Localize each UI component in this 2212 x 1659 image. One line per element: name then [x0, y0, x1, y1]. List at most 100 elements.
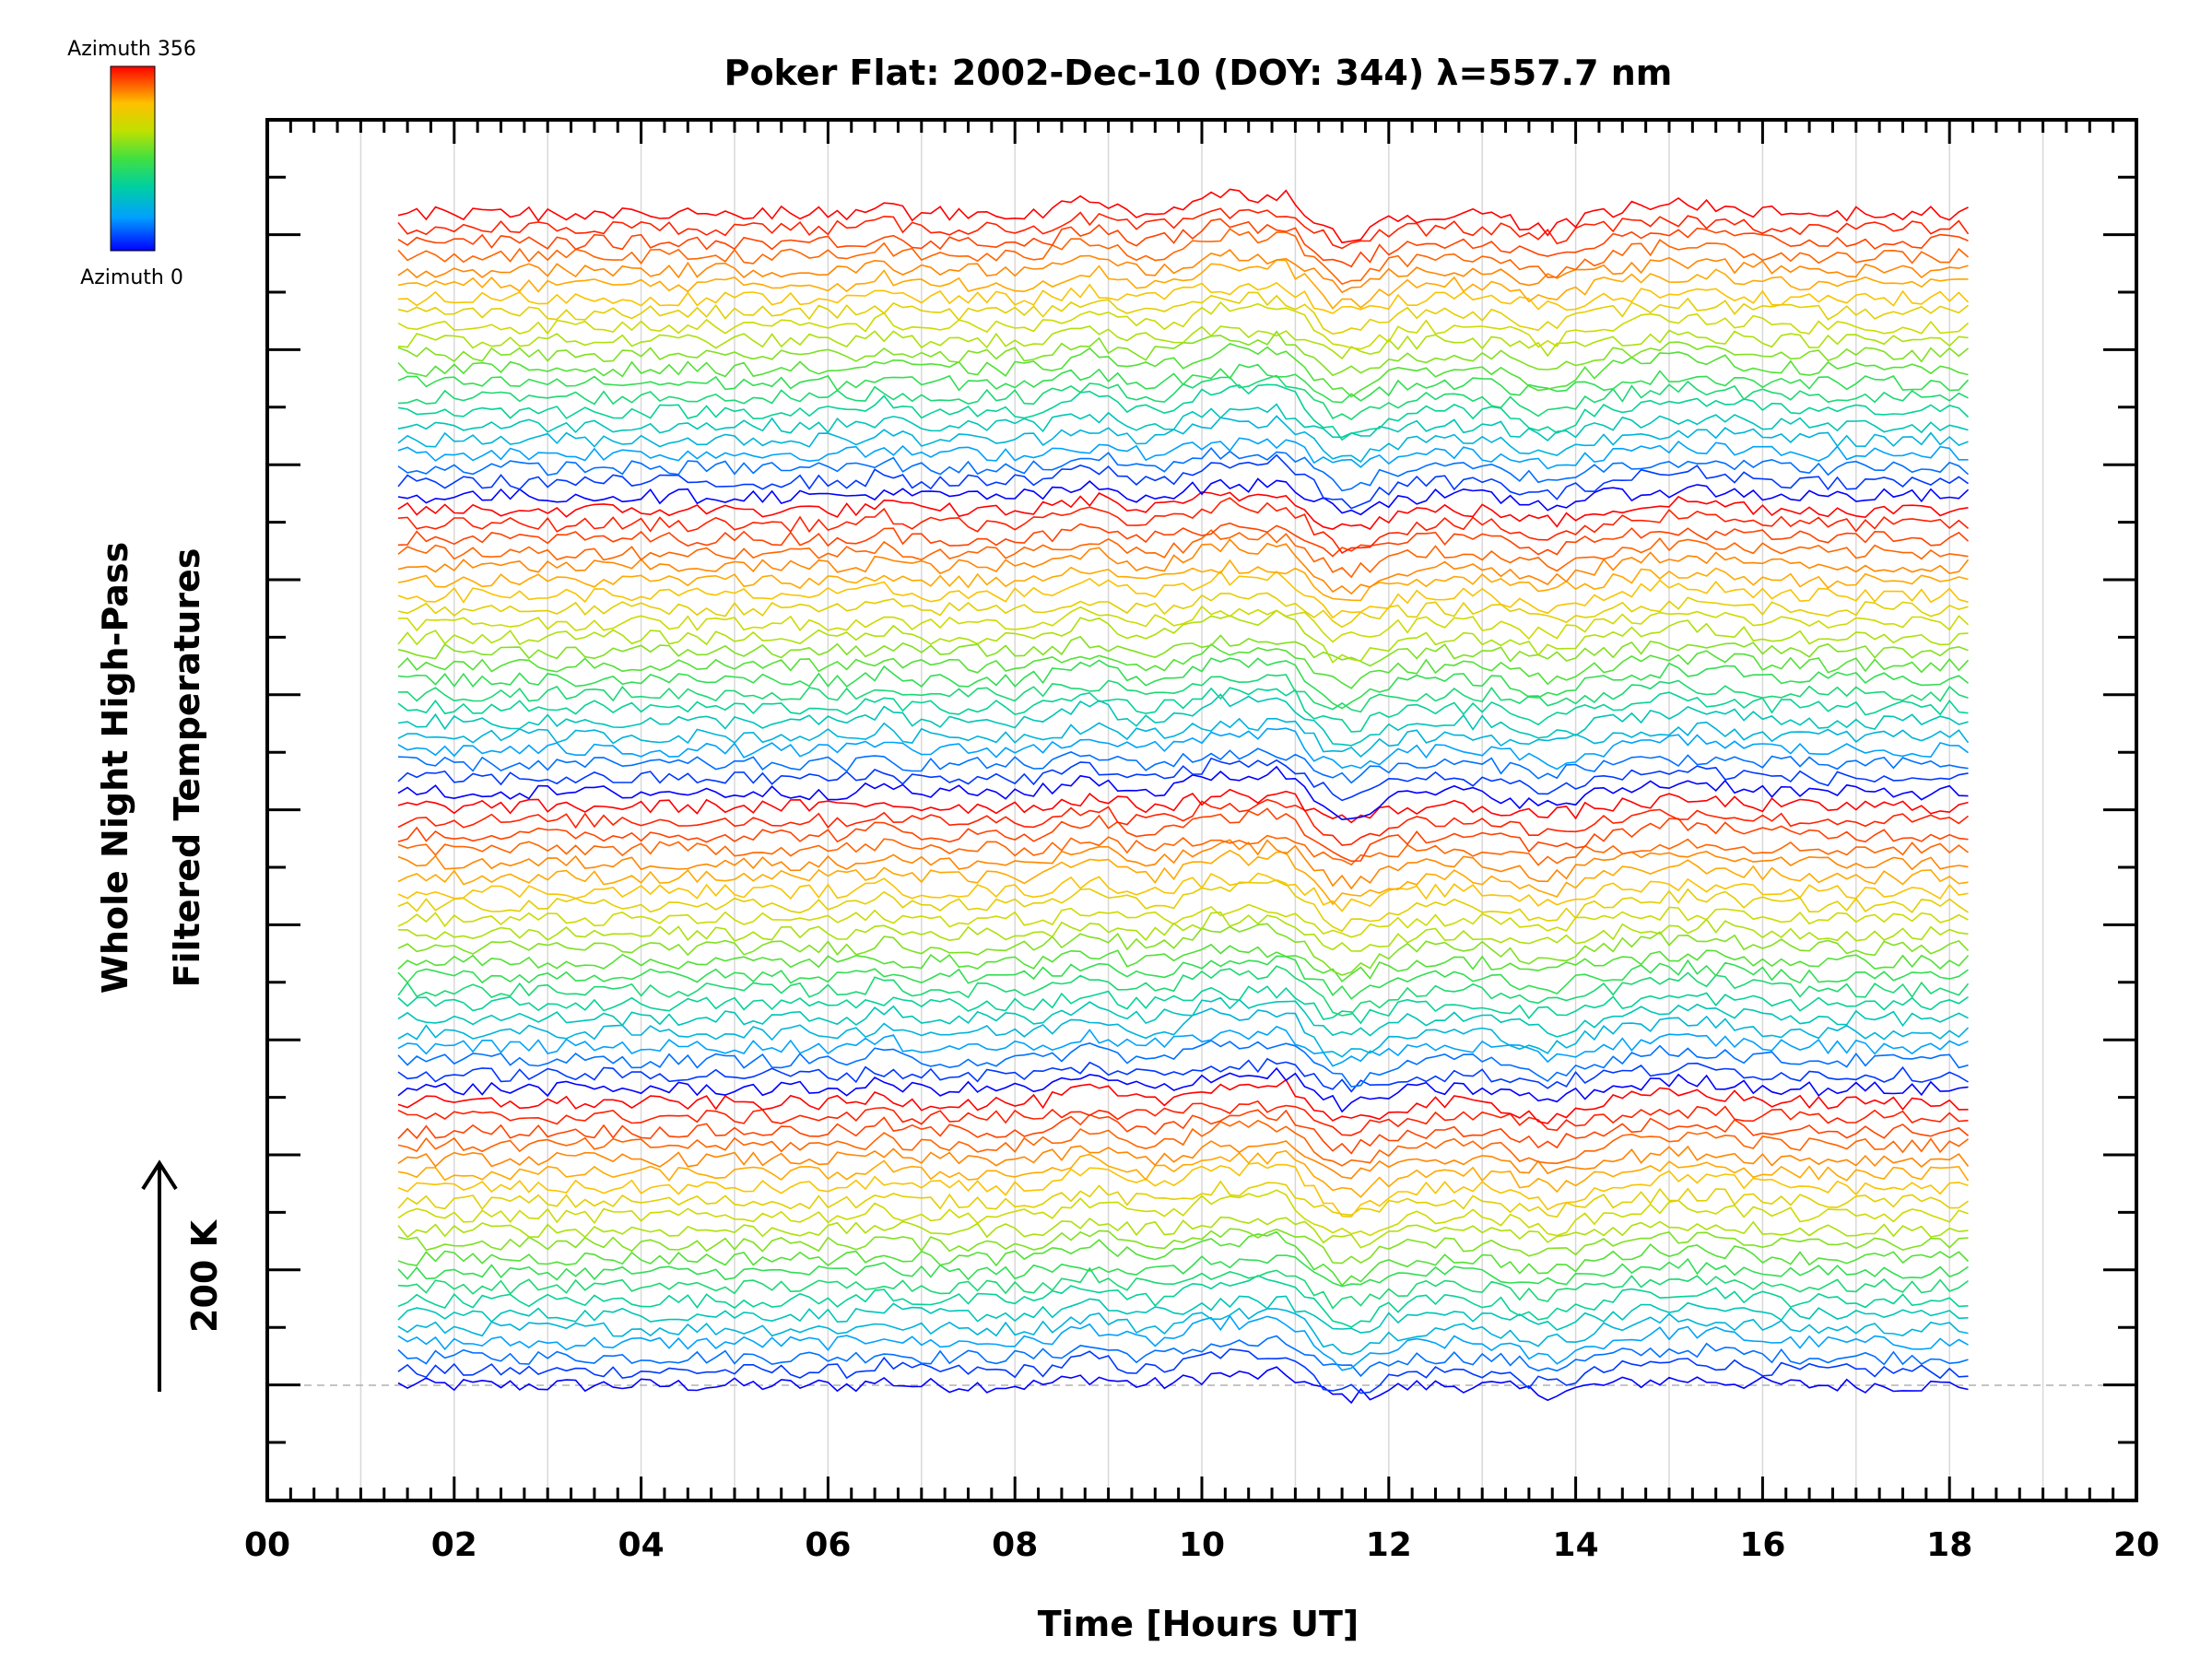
series-line	[397, 1078, 1969, 1124]
series-line	[397, 1254, 1969, 1288]
series-line	[397, 872, 1969, 912]
series-line	[397, 1180, 1969, 1218]
series-line	[397, 1295, 1969, 1334]
series-line	[397, 207, 1970, 250]
scale-bar-label: 200 K	[184, 1218, 225, 1333]
series-line	[397, 996, 1969, 1038]
series-line	[397, 747, 1969, 784]
series-line	[397, 325, 1969, 360]
series-line	[397, 1040, 1969, 1088]
series-line	[397, 383, 1970, 441]
series-line	[397, 834, 1969, 866]
series-line	[397, 839, 1969, 890]
series-line	[397, 674, 1969, 713]
series-line	[397, 300, 1970, 350]
series-line	[397, 798, 1969, 846]
y-axis-label-line1: Whole Night High-Pass	[95, 542, 135, 994]
series-line	[397, 415, 1969, 464]
series-line	[397, 985, 1969, 1025]
series-line	[397, 943, 1970, 983]
series-line	[397, 955, 1969, 1000]
series-line	[397, 570, 1969, 619]
x-tick-label: 18	[1926, 1526, 1972, 1564]
series-line	[397, 609, 1969, 664]
series-line	[397, 343, 1969, 398]
series-line	[397, 1140, 1970, 1180]
series-line	[397, 717, 1970, 758]
x-axis-label: Time [Hours UT]	[1038, 1604, 1359, 1644]
series-group	[397, 188, 1970, 1405]
series-line	[397, 1100, 1969, 1136]
series-line	[397, 1307, 1969, 1356]
series-line	[397, 807, 1969, 863]
series-line	[397, 490, 1969, 530]
series-line	[397, 1275, 1969, 1328]
series-line	[397, 1216, 1969, 1249]
series-line	[397, 437, 1969, 470]
series-line	[397, 765, 1969, 821]
series-line	[397, 849, 1969, 906]
series-line	[397, 1025, 1969, 1067]
series-line	[397, 281, 1970, 314]
series-line	[397, 727, 1969, 771]
x-tick-label: 02	[431, 1526, 477, 1564]
series-line	[397, 522, 1970, 558]
x-tick-label: 04	[618, 1526, 665, 1564]
series-line	[397, 687, 1969, 733]
series-line	[397, 538, 1970, 595]
series-line	[397, 1007, 1970, 1058]
series-line	[397, 1119, 1969, 1167]
series-line	[397, 228, 1970, 286]
series-line	[397, 923, 1970, 976]
series-line	[397, 643, 1970, 689]
series-line	[397, 1347, 1969, 1394]
x-tick-label: 06	[805, 1526, 851, 1564]
series-line	[397, 1161, 1969, 1218]
y-axis-label-line2: Filtered Temperatures	[167, 548, 207, 988]
x-tick-label: 08	[992, 1526, 1038, 1564]
series-line	[397, 1230, 1970, 1287]
series-line	[397, 605, 1970, 643]
colorbar-bottom-label: Azimuth 0	[80, 266, 183, 289]
series-line	[397, 1266, 1969, 1310]
series-line	[397, 374, 1969, 420]
series-line	[397, 559, 1969, 602]
x-tick-label: 00	[244, 1526, 290, 1564]
series-line	[397, 403, 1969, 442]
series-line	[397, 1066, 1969, 1113]
x-tick-label: 16	[1739, 1526, 1785, 1564]
series-line	[397, 657, 1969, 710]
series-line	[397, 1366, 1969, 1405]
series-line	[397, 1189, 1969, 1237]
series-line	[397, 188, 1969, 244]
series-line	[397, 1314, 1969, 1371]
series-line	[397, 291, 1969, 335]
x-tick-label: 10	[1179, 1526, 1225, 1564]
series-line	[397, 249, 1969, 294]
series-line	[397, 878, 1969, 933]
series-line	[397, 757, 1969, 802]
scale-bar-arrowhead	[141, 1159, 178, 1191]
vertical-grid	[359, 120, 2044, 1500]
series-line	[397, 1057, 1969, 1093]
series-line	[397, 965, 1970, 1017]
x-tick-label: 14	[1553, 1526, 1599, 1564]
series-line	[397, 903, 1969, 938]
series-line	[397, 363, 1970, 404]
colorbar-top-label: Azimuth 356	[67, 38, 196, 61]
chart-title: Poker Flat: 2002-Dec-10 (DOY: 344) λ=557…	[724, 53, 1673, 93]
x-tick-label: 12	[1366, 1526, 1412, 1564]
series-line	[397, 1149, 1970, 1198]
series-line	[397, 693, 1969, 747]
series-line	[397, 446, 1970, 492]
series-line	[397, 477, 1970, 516]
x-tick-labels: 00 02 04 06 08 10 12 14 16 18 20	[244, 1526, 2159, 1564]
colorbar	[110, 65, 156, 252]
series-line	[397, 592, 1969, 629]
series-line	[397, 259, 1969, 310]
series-line	[397, 218, 1969, 268]
series-line	[397, 1228, 1969, 1265]
plot-frame	[265, 118, 2138, 1502]
series-line	[397, 1109, 1970, 1155]
